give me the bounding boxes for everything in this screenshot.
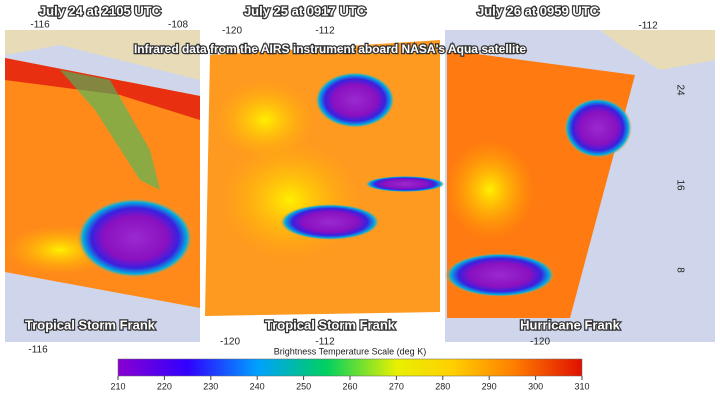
lon-label: -112 xyxy=(315,26,335,37)
colorbar-tick-label: 230 xyxy=(203,381,218,391)
land xyxy=(600,30,715,70)
lat-label: 24 xyxy=(674,84,685,96)
lon-label: -120 xyxy=(530,337,550,348)
lon-label: -120 xyxy=(220,337,240,348)
cloud xyxy=(445,140,535,240)
land xyxy=(5,30,200,80)
colorbar-tick-label: 250 xyxy=(296,381,311,391)
panel-label: Tropical Storm Frank xyxy=(265,317,396,332)
lat-label: 8 xyxy=(674,267,685,273)
colorbar-tick-label: 270 xyxy=(389,381,404,391)
colorbar-tick-label: 210 xyxy=(110,381,125,391)
lat-label: 16 xyxy=(674,179,685,191)
colorbar-title: Brightness Temperature Scale (deg K) xyxy=(274,346,426,356)
storm xyxy=(445,253,555,297)
colorbar-tick-label: 260 xyxy=(342,381,357,391)
panel xyxy=(5,30,200,342)
lon-label: -116 xyxy=(30,20,50,31)
storm xyxy=(564,98,632,158)
panel xyxy=(203,30,445,342)
storm xyxy=(77,198,193,278)
panel-title: July 24 at 2105 UTC xyxy=(39,3,162,18)
cloud xyxy=(215,80,315,160)
panel-title: July 26 at 0959 UTC xyxy=(477,3,600,18)
caption: Infrared data from the AIRS instrument a… xyxy=(134,42,526,56)
colorbar-tick-label: 300 xyxy=(528,381,543,391)
lon-label: -112 xyxy=(315,337,335,348)
panel-label: Tropical Storm Frank xyxy=(25,317,156,332)
lon-label: -120 xyxy=(222,26,242,37)
lon-label: -116 xyxy=(28,345,48,356)
cloud xyxy=(60,70,160,190)
colorbar xyxy=(117,358,583,377)
panel xyxy=(445,30,715,342)
colorbar-tick-label: 310 xyxy=(574,381,589,391)
lon-label: -112 xyxy=(638,21,658,32)
colorbar-tick-label: 220 xyxy=(157,381,172,391)
colorbar-tick-label: 290 xyxy=(482,381,497,391)
lon-label: -108 xyxy=(168,20,188,31)
panel-label: Hurricane Frank xyxy=(520,317,620,332)
storm xyxy=(315,72,395,128)
storm xyxy=(365,176,445,192)
colorbar-tick-label: 240 xyxy=(250,381,265,391)
cloud xyxy=(220,140,360,260)
colorbar-tick-label: 280 xyxy=(435,381,450,391)
storm xyxy=(280,204,380,240)
panel-title: July 25 at 0917 UTC xyxy=(244,3,367,18)
